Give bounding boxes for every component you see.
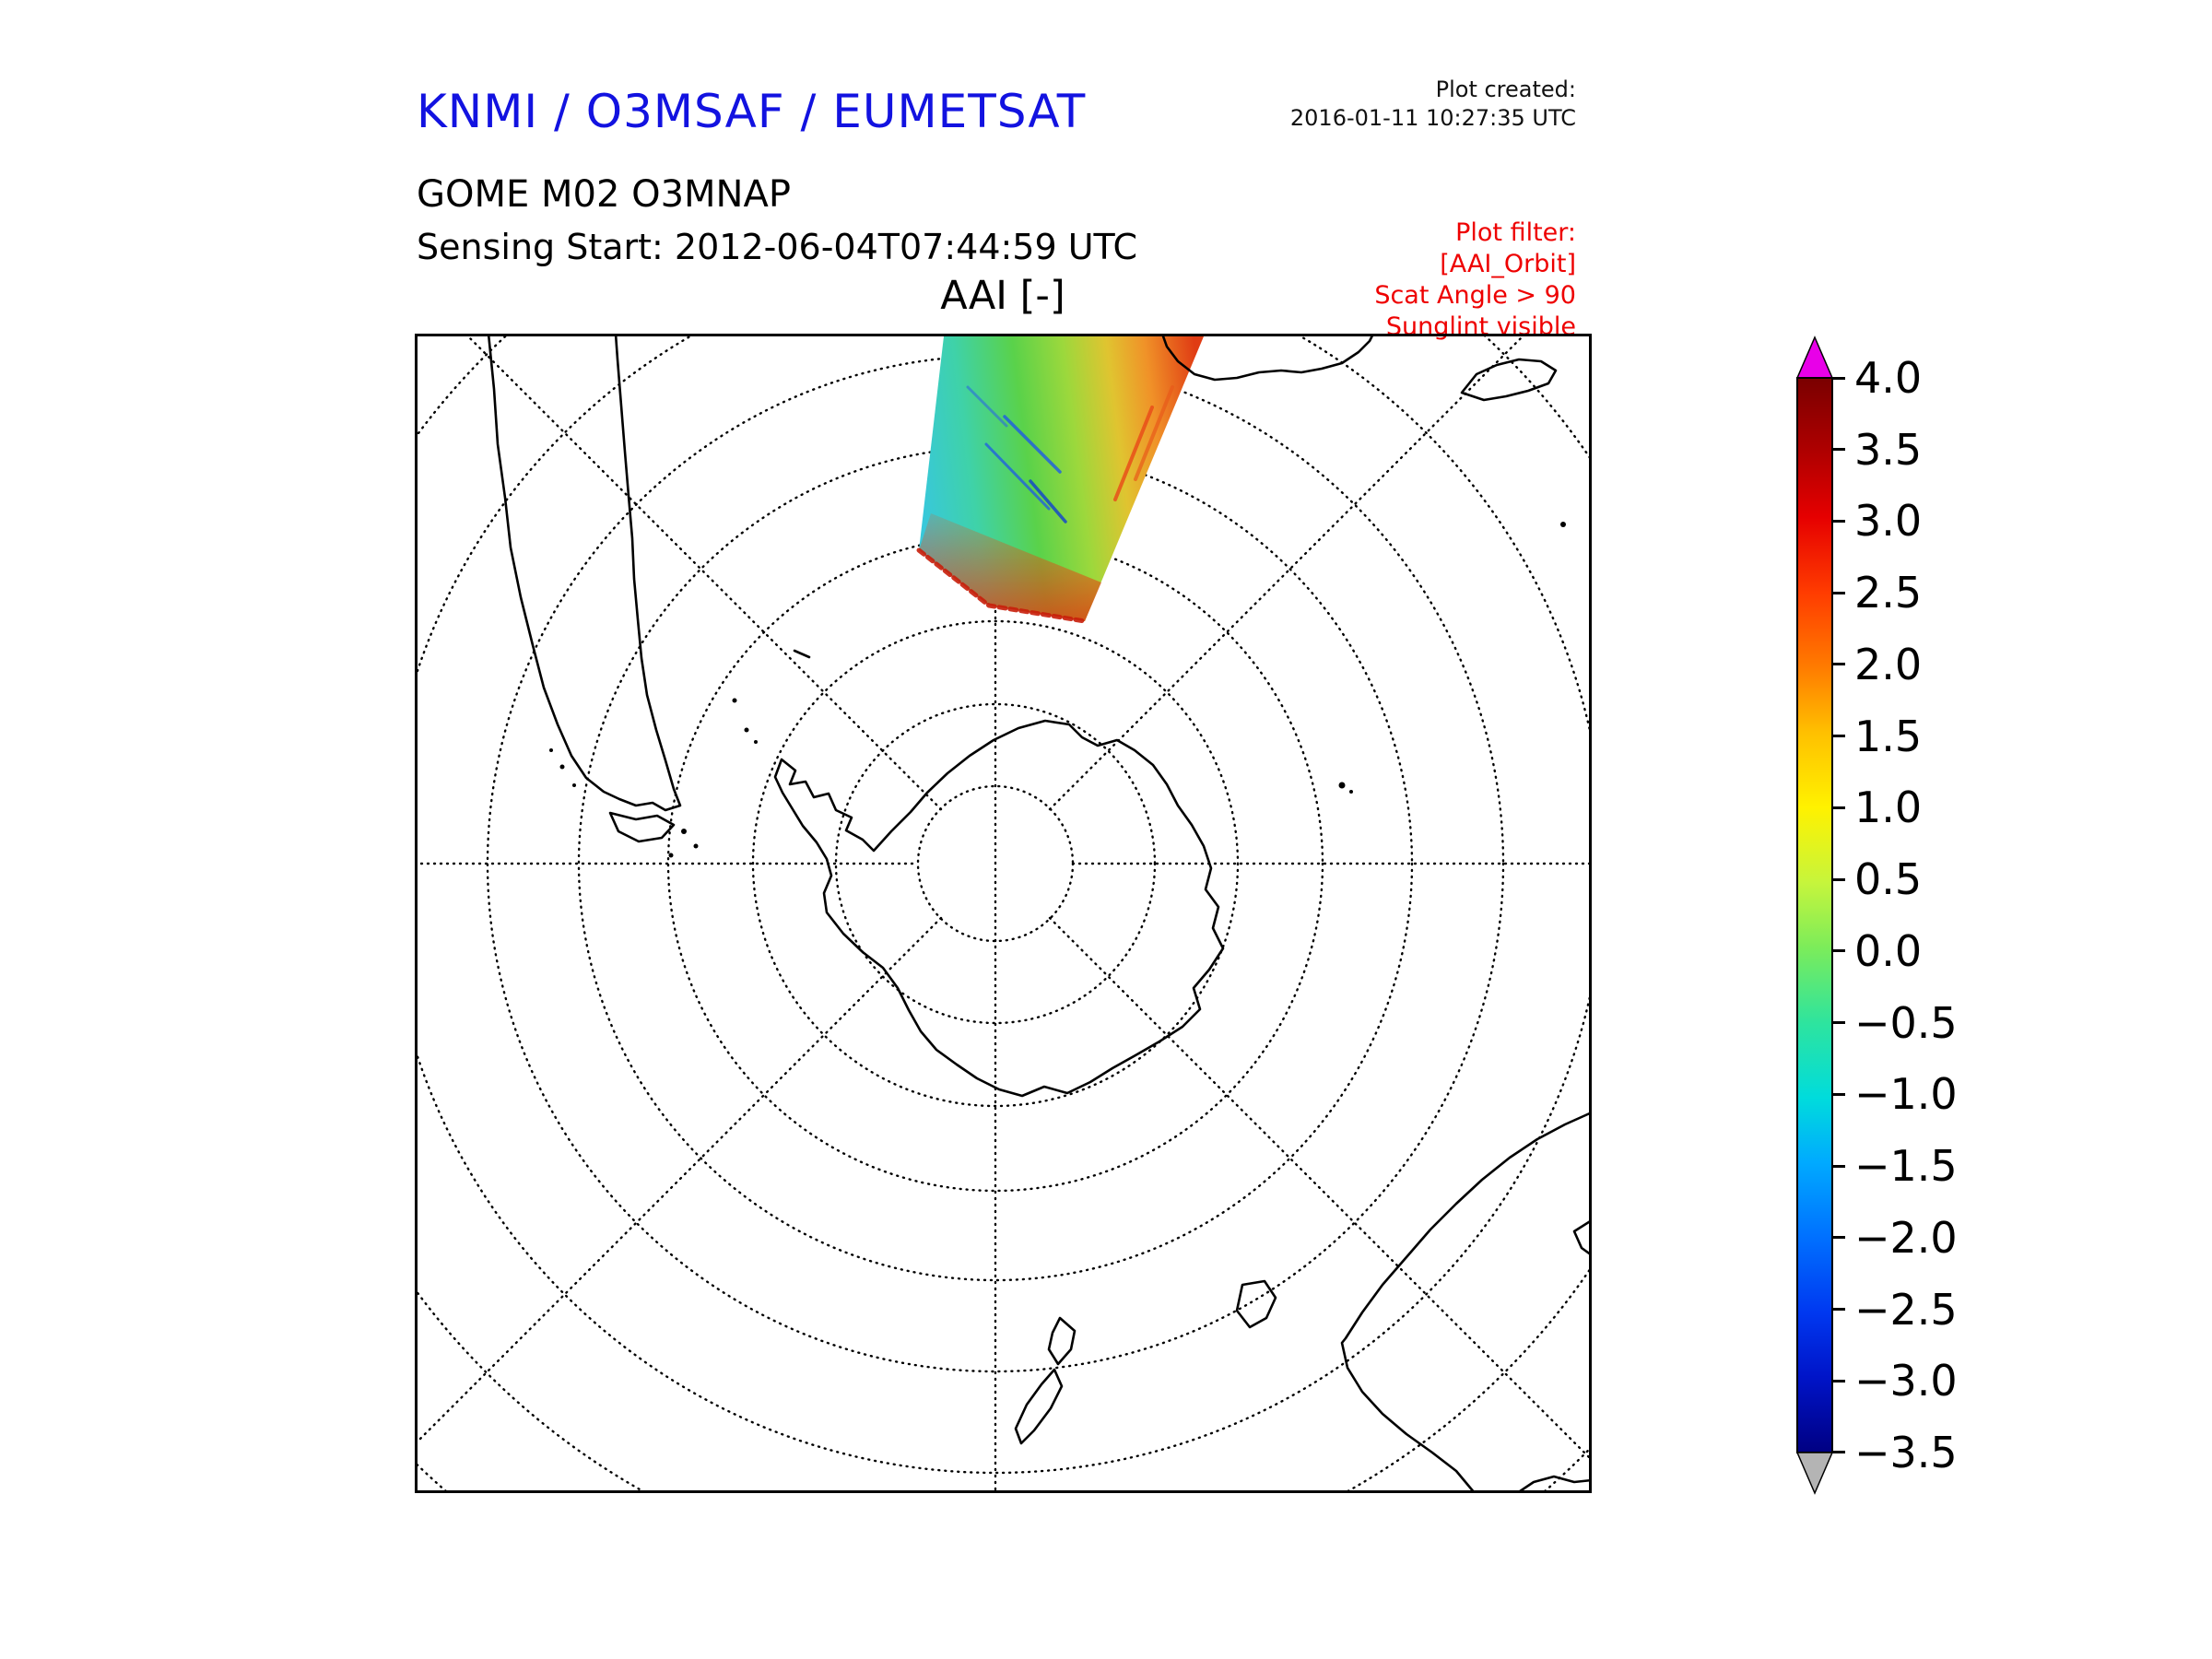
coastline-south-america <box>487 334 682 812</box>
colorbar-tick-label: 0.5 <box>1854 854 1923 905</box>
colorbar-tick <box>1832 806 1845 809</box>
coastline-tasmania <box>1235 1279 1277 1329</box>
polar-map <box>415 334 1592 1493</box>
plot-filter-line: Scat Angle > 90 <box>1374 281 1576 310</box>
colorbar-tick <box>1832 663 1845 666</box>
colorbar-under-arrow <box>1795 1452 1834 1495</box>
coastline-new-zealand-south <box>1014 1368 1064 1445</box>
colorbar-tick-label: −3.5 <box>1854 1427 1958 1477</box>
colorbar-tick <box>1832 1308 1845 1312</box>
plot-filter-line: [AAI_Orbit] <box>1440 250 1576 278</box>
coastline-africa <box>1160 334 1375 382</box>
colorbar-tick-label: 0.0 <box>1854 925 1923 976</box>
aai-swath <box>916 336 1204 624</box>
colorbar-tick-label: 2.0 <box>1854 639 1923 689</box>
colorbar-gradient <box>1796 377 1833 1453</box>
plot-created-timestamp: 2016-01-11 10:27:35 UTC <box>1289 105 1576 131</box>
coastline-madagascar <box>1460 358 1558 402</box>
coastline-antarctica <box>773 719 1225 1098</box>
colorbar-tick <box>1832 949 1845 953</box>
colorbar-tick-label: −3.0 <box>1854 1356 1958 1406</box>
colorbar-tick-label: 4.0 <box>1854 353 1923 403</box>
plot-filter-line: Plot filter: <box>1455 218 1576 247</box>
colorbar-tick <box>1832 1236 1845 1240</box>
coastline-bottom-corner <box>1515 1475 1592 1493</box>
colorbar-tick-label: 1.5 <box>1854 711 1923 761</box>
coastline-australia-east <box>1572 1218 1592 1257</box>
colorbar-tick-label: 3.5 <box>1854 424 1923 475</box>
map-title: AAI [-] <box>940 273 1065 319</box>
product-name: GOME M02 O3MNAP <box>417 173 791 216</box>
colorbar-tick <box>1832 877 1845 881</box>
graticule-meridians <box>415 334 1592 1493</box>
small-islands <box>549 522 1566 858</box>
colorbar-tick <box>1832 1164 1845 1168</box>
colorbar <box>1795 335 1834 1495</box>
colorbar-tick-label: −1.5 <box>1854 1141 1958 1192</box>
map-frame <box>415 334 1592 1493</box>
colorbar-tick <box>1832 1021 1845 1025</box>
page-title: KNMI / O3MSAF / EUMETSAT <box>417 85 1087 138</box>
coastline-australia <box>1340 1111 1592 1493</box>
plot-created: Plot created: 2016-01-11 10:27:35 UTC <box>1290 76 1576 133</box>
colorbar-tick <box>1832 376 1845 380</box>
sensing-start: Sensing Start: 2012-06-04T07:44:59 UTC <box>417 227 1138 267</box>
colorbar-tick-label: −0.5 <box>1854 997 1958 1048</box>
coastline-new-zealand-north <box>1047 1316 1077 1366</box>
island-south-georgia <box>793 649 811 659</box>
plot-filter: Plot filter: [AAI_Orbit] Scat Angle > 90… <box>1374 218 1576 343</box>
colorbar-tick <box>1832 1092 1845 1096</box>
coastline-tierra-del-fuego <box>608 811 676 843</box>
colorbar-tick <box>1832 591 1845 594</box>
colorbar-tick-label: −2.5 <box>1854 1284 1958 1335</box>
colorbar-tick-label: −2.0 <box>1854 1212 1958 1263</box>
colorbar-over-arrow <box>1795 335 1834 379</box>
colorbar-tick-label: 1.0 <box>1854 782 1923 833</box>
colorbar-tick-label: −1.0 <box>1854 1069 1958 1120</box>
colorbar-tick <box>1832 1379 1845 1382</box>
colorbar-tick <box>1832 448 1845 452</box>
colorbar-tick-label: 3.0 <box>1854 496 1923 547</box>
colorbar-tick <box>1832 735 1845 738</box>
colorbar-tick-label: 2.5 <box>1854 568 1923 618</box>
colorbar-tick <box>1832 1451 1845 1454</box>
plot-created-label: Plot created: <box>1435 76 1576 102</box>
colorbar-tick <box>1832 519 1845 523</box>
